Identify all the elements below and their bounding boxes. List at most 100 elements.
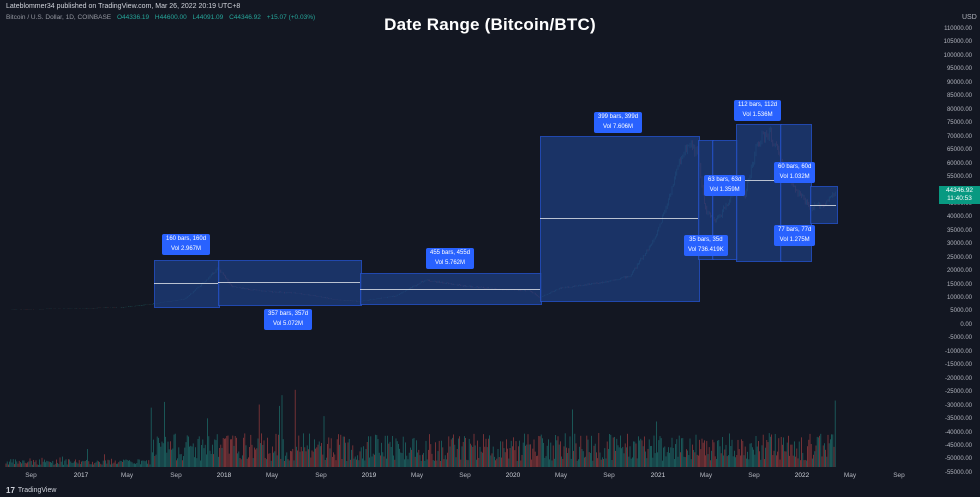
volume-bar (498, 457, 500, 467)
volume-bar (78, 460, 80, 467)
price-tick-label: 85000.00 (946, 93, 972, 100)
volume-bar (204, 444, 206, 467)
volume-bar (393, 455, 394, 467)
volume-bar (358, 460, 360, 467)
volume-bar (74, 461, 75, 467)
price-tick-label: 30000.00 (946, 241, 972, 248)
volume-bar (453, 434, 454, 467)
volume-bar (519, 440, 520, 467)
volume-bar (768, 433, 770, 467)
volume-bar (420, 460, 422, 467)
time-tick-label: Sep (459, 472, 471, 479)
volume-bar (250, 434, 252, 467)
volume-bar (228, 453, 230, 467)
volume-bar (696, 454, 698, 467)
symbol-label[interactable]: Bitcoin / U.S. Dollar, 1D, COINBASE (6, 14, 112, 21)
volume-bar (239, 457, 241, 467)
volume-bar (28, 461, 30, 467)
volume-bar (233, 445, 235, 467)
volume-bar (446, 459, 447, 467)
volume-bar (374, 454, 375, 467)
volume-bar (222, 438, 224, 467)
volume-bar (294, 389, 296, 467)
volume-bar (561, 456, 562, 467)
volume-bar (422, 454, 423, 467)
volume-bar (232, 435, 234, 467)
volume-bar (748, 459, 750, 467)
date-range-2[interactable] (218, 260, 362, 306)
volume-bar (686, 449, 687, 467)
time-tick-label: Sep (748, 472, 760, 479)
volume-bar (340, 434, 342, 467)
volume-bar (641, 440, 643, 467)
volume-bar (766, 440, 768, 467)
volume-bar (821, 456, 823, 467)
volume-bar (462, 441, 464, 467)
volume-bar (252, 458, 254, 467)
volume-bar (492, 446, 494, 467)
volume-bar (180, 454, 182, 467)
volume-bar (390, 446, 392, 467)
volume-bar (665, 456, 667, 467)
volume-bar (533, 439, 535, 467)
volume-bar (754, 454, 756, 467)
close-value: C44346.92 (229, 14, 261, 21)
volume-bar (35, 460, 37, 467)
volume-bar (428, 449, 429, 467)
change-value: +15.07 (+0.03%) (266, 14, 316, 21)
volume-bar (377, 439, 379, 467)
volume-bar (34, 462, 36, 467)
volume-bar (518, 446, 519, 467)
price-tick-label: 10000.00 (946, 295, 972, 301)
volume-bar (485, 438, 487, 467)
volume-bar (53, 464, 55, 467)
volume-bar (161, 441, 163, 467)
price-tick-label: -40000.00 (944, 429, 972, 436)
date-range-4[interactable] (540, 136, 700, 302)
volume-bar (791, 444, 793, 467)
volume-bar (220, 444, 222, 467)
volume-bar (368, 436, 369, 467)
volume-bar (149, 464, 151, 467)
volume-bar (192, 443, 194, 467)
time-tick-label: 2022 (794, 472, 810, 479)
price-tick-label: 110000.00 (944, 26, 972, 32)
volume-bar (261, 433, 262, 467)
price-chart-svg[interactable] (0, 0, 940, 470)
volume-bar (284, 460, 285, 467)
volume-bar (196, 458, 198, 467)
volume-bar (254, 447, 255, 467)
volume-bar (244, 433, 246, 467)
volume-bar (546, 445, 548, 467)
volume-bar (586, 435, 588, 467)
volume-bar (672, 447, 674, 467)
volume-bar (26, 463, 27, 467)
time-tick-label: May (843, 472, 857, 479)
volume-bar (712, 439, 714, 467)
volume-bar (33, 459, 34, 467)
volume-bar (318, 441, 320, 467)
volume-bar (280, 458, 282, 467)
volume-bar (434, 460, 435, 467)
volume-bar (6, 461, 8, 467)
volume-bar (702, 442, 704, 467)
volume-bar (219, 447, 220, 467)
date-range-1[interactable] (154, 260, 220, 308)
volume-bar (647, 448, 649, 467)
volume-bar (440, 460, 441, 467)
volume-bar (735, 457, 736, 467)
volume-bar (42, 461, 44, 467)
volume-bar (54, 463, 56, 467)
volume-bar (417, 452, 418, 467)
volume-bar (200, 460, 201, 467)
volume-bar (538, 435, 540, 467)
time-tick-label: Sep (25, 472, 37, 479)
volume-bar (429, 434, 430, 467)
volume-bar (628, 456, 630, 467)
volume-bar (788, 435, 789, 467)
volume-bar (389, 441, 391, 467)
tradingview-logo[interactable]: 17 TradingView (6, 486, 56, 495)
volume-bar (68, 459, 69, 467)
range-tooltip-1: 160 bars, 160d Vol 2.967M (162, 234, 211, 255)
